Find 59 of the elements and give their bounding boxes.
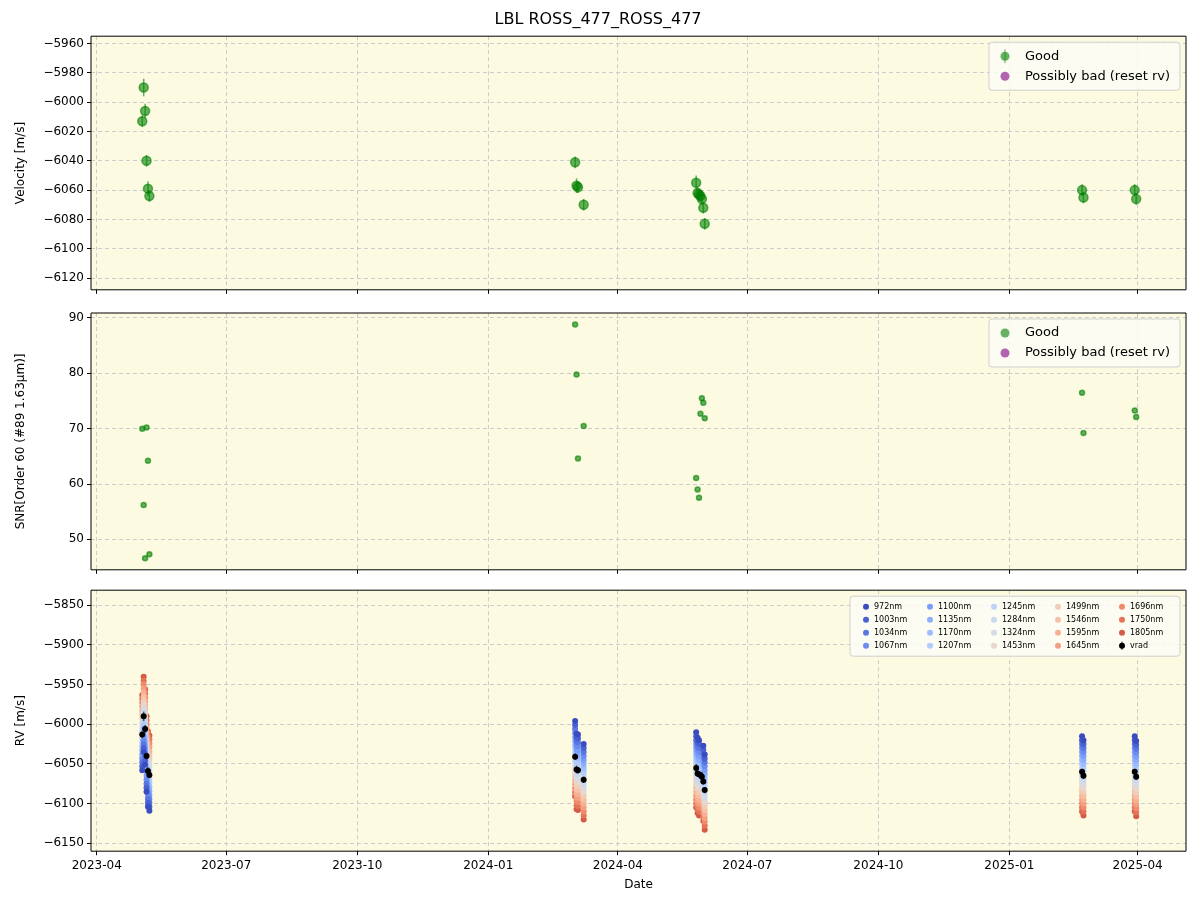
y-tick-label: −6040 bbox=[43, 152, 84, 167]
y-tick-label: −6100 bbox=[43, 795, 84, 810]
legend-label: 1067nm bbox=[874, 640, 908, 650]
y-tick-label: −5960 bbox=[43, 35, 84, 50]
legend-label: Good bbox=[1024, 47, 1060, 63]
legend-label: 1595nm bbox=[1066, 627, 1100, 637]
legend-label: 1034nm bbox=[874, 627, 908, 637]
legend-label: vrad bbox=[1130, 640, 1149, 650]
y-tick-label: −6100 bbox=[43, 240, 84, 255]
x-tick-label: 2023-07 bbox=[201, 857, 252, 872]
legend-label: 1003nm bbox=[874, 614, 908, 624]
y-axis-title: RV [m/s] bbox=[13, 695, 28, 747]
x-axis-title: Date bbox=[624, 876, 653, 891]
legend-label: 1645nm bbox=[1066, 640, 1100, 650]
legend-label: 1805nm bbox=[1130, 627, 1164, 637]
y-tick-label: −6080 bbox=[43, 211, 84, 226]
y-axis-title: Velocity [m/s] bbox=[13, 121, 28, 205]
x-tick-label: 2025-04 bbox=[1112, 857, 1163, 872]
legend-label: 1324nm bbox=[1002, 627, 1036, 637]
chart-title: LBL ROSS_477_ROSS_477 bbox=[494, 8, 702, 29]
legend-label: 972nm bbox=[874, 601, 903, 611]
x-tick-label: 2024-07 bbox=[722, 857, 773, 872]
legend-label: Possibly bad (reset rv) bbox=[1024, 67, 1171, 83]
legend-label: 1207nm bbox=[938, 640, 972, 650]
y-tick-label: −6000 bbox=[43, 716, 84, 731]
y-tick-label: 50 bbox=[68, 531, 84, 546]
x-tick-label: 2023-10 bbox=[332, 857, 383, 872]
y-tick-label: −6020 bbox=[43, 123, 84, 138]
legend-label: 1170nm bbox=[938, 627, 972, 637]
y-tick-label: −5950 bbox=[43, 676, 84, 691]
y-axis-title: SNR[Order 60 (#89 1.63μm)] bbox=[13, 353, 28, 530]
x-tick-label: 2024-01 bbox=[463, 857, 514, 872]
legend-label: 1499nm bbox=[1066, 601, 1100, 611]
legend-label: 1546nm bbox=[1066, 614, 1100, 624]
y-tick-label: 80 bbox=[68, 365, 84, 380]
y-tick-label: −6060 bbox=[43, 182, 84, 197]
y-tick-label: 60 bbox=[68, 476, 84, 491]
y-tick-label: −5850 bbox=[43, 597, 84, 612]
x-tick-label: 2025-01 bbox=[984, 857, 1035, 872]
legend-label: 1750nm bbox=[1130, 614, 1164, 624]
legend-label: 1100nm bbox=[938, 601, 972, 611]
x-tick-label: 2024-04 bbox=[592, 857, 643, 872]
y-tick-label: −6050 bbox=[43, 756, 84, 771]
y-tick-label: −6000 bbox=[43, 94, 84, 109]
legend-label: 1284nm bbox=[1002, 614, 1036, 624]
legend-label: Possibly bad (reset rv) bbox=[1024, 344, 1171, 360]
y-tick-label: −6150 bbox=[43, 835, 84, 850]
y-tick-label: −5900 bbox=[43, 637, 84, 652]
x-tick-label: 2023-04 bbox=[71, 857, 122, 872]
x-tick-label: 2024-10 bbox=[853, 857, 904, 872]
legend-label: 1135nm bbox=[938, 614, 972, 624]
y-tick-label: 90 bbox=[68, 310, 84, 325]
y-tick-label: 70 bbox=[68, 420, 84, 435]
y-tick-label: −5980 bbox=[43, 64, 84, 79]
legend-label: 1245nm bbox=[1002, 601, 1036, 611]
legend-label: 1696nm bbox=[1130, 601, 1164, 611]
y-tick-label: −6120 bbox=[43, 270, 84, 285]
legend-label: Good bbox=[1024, 324, 1060, 340]
legend-label: 1453nm bbox=[1002, 640, 1036, 650]
